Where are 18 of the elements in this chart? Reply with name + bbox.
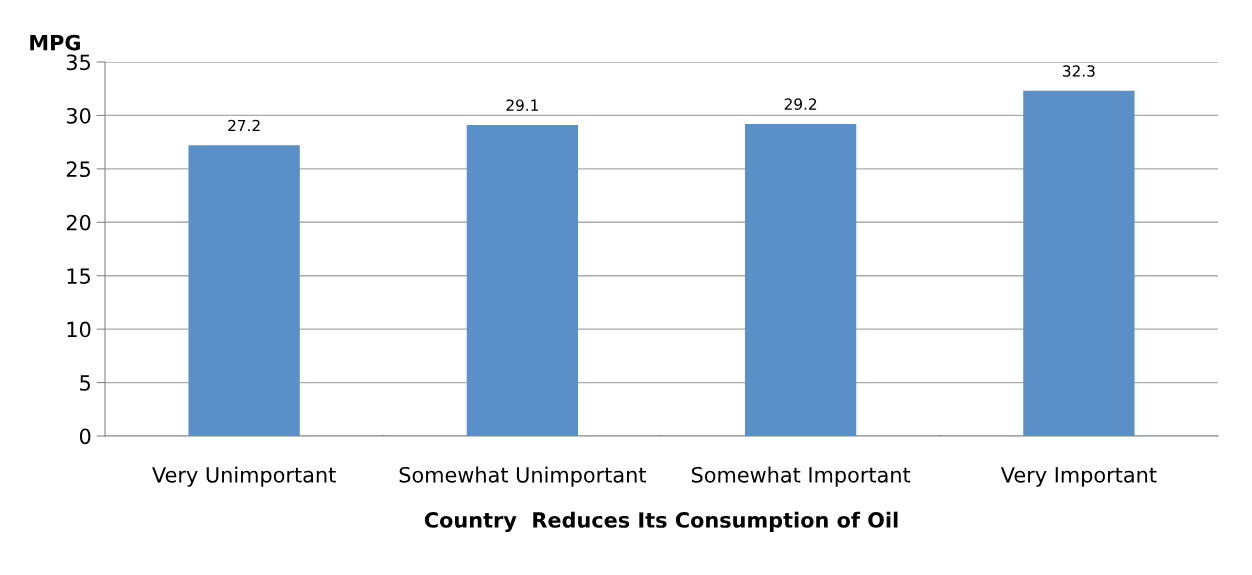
x-tick-label: Somewhat Important <box>691 466 911 487</box>
y-tick-label: 35 <box>66 54 90 71</box>
x-tick-label: Very Important <box>1000 467 1157 487</box>
x-axis-title: Country Reduces Its Consumption of Oil <box>424 511 898 533</box>
y-tick-label: 15 <box>67 268 90 284</box>
x-tick-label: Very Unimportant <box>152 466 336 487</box>
y-tick-label: 25 <box>66 161 90 178</box>
y-axis-title: MPG <box>30 34 80 51</box>
data-label: 27.2 <box>228 119 260 132</box>
data-label: 32.3 <box>1063 65 1095 77</box>
y-tick-label: 10 <box>67 321 91 338</box>
y-tick-label: 30 <box>66 107 91 124</box>
data-label: 29.2 <box>784 98 817 110</box>
x-tick-label: Somewhat Unimportant <box>399 466 647 487</box>
data-label: 29.1 <box>506 99 538 111</box>
y-tick-label: 5 <box>80 375 90 391</box>
y-tick-label: 20 <box>66 214 91 231</box>
y-tick-label: 0 <box>79 428 91 445</box>
